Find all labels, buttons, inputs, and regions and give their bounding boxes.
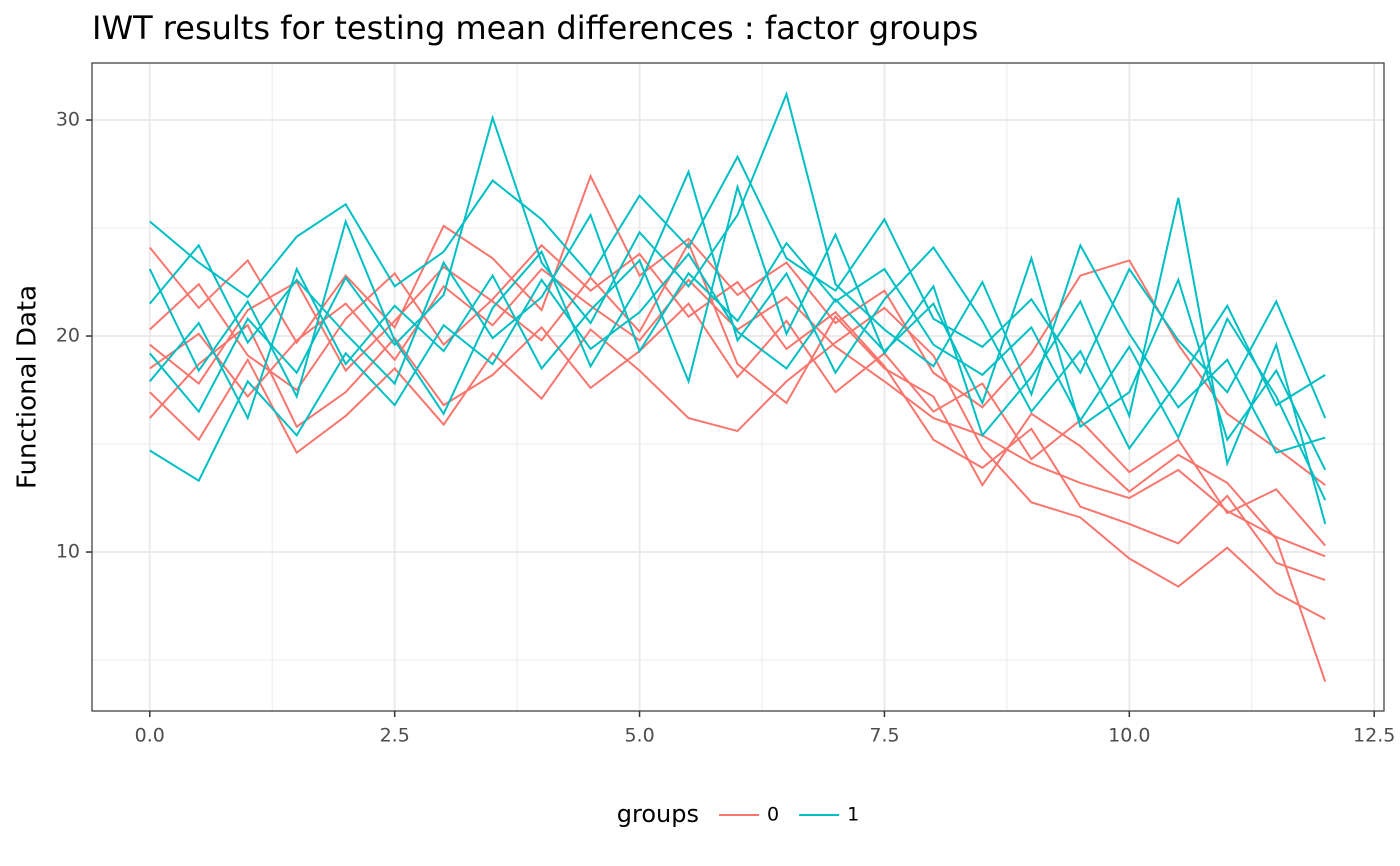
x-tick-label: 0.0 xyxy=(135,725,165,747)
y-axis-label: Functional Data xyxy=(13,285,43,489)
x-tick-label: 12.5 xyxy=(1353,725,1395,747)
curve xyxy=(149,183,1327,525)
y-tick-label: 10 xyxy=(56,541,80,563)
x-tick-label: 5.0 xyxy=(624,725,654,747)
legend-label: 1 xyxy=(847,804,859,826)
x-tick-label: 10.0 xyxy=(1108,725,1150,747)
panel-border xyxy=(91,62,1385,712)
curve xyxy=(149,212,1327,501)
curve xyxy=(149,240,1327,682)
curve xyxy=(149,267,1326,558)
curve xyxy=(149,306,1326,620)
legend-title: groups xyxy=(617,800,699,828)
x-tick-label: 7.5 xyxy=(869,725,899,747)
curve xyxy=(149,90,1326,454)
legend-label: 0 xyxy=(767,804,779,826)
x-tick-label: 2.5 xyxy=(380,725,410,747)
curve xyxy=(149,302,1326,547)
curve xyxy=(149,243,1326,582)
curve xyxy=(149,173,1326,486)
chart-title: IWT results for testing mean differences… xyxy=(92,9,978,47)
curve xyxy=(149,252,1327,483)
curve xyxy=(149,154,1327,419)
curve xyxy=(148,168,1326,451)
y-tick-label: 20 xyxy=(56,325,80,347)
y-tick-label: 30 xyxy=(56,109,80,131)
